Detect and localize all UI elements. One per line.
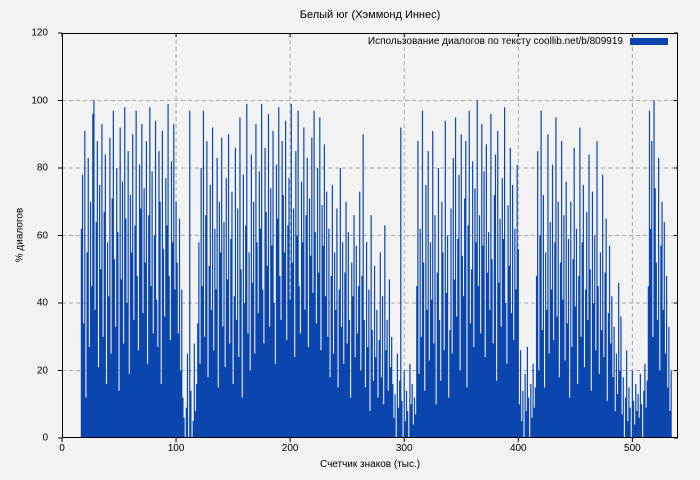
dialog-usage-series [80, 100, 672, 438]
x-axis-ticks: 0 100 200 300 400 500 [59, 443, 678, 457]
y-axis-label: % диалогов [14, 207, 26, 263]
y-tick-label: 20 [36, 365, 48, 376]
x-tick-label: 200 [281, 443, 299, 454]
y-axis-ticks: 0 20 40 60 80 100 120 [0, 28, 56, 444]
legend: Использование диалогов по тексту coollib… [368, 36, 668, 47]
legend-swatch-icon [630, 38, 668, 45]
y-tick-label: 100 [31, 95, 48, 106]
x-tick-label: 100 [167, 443, 185, 454]
legend-label: Использование диалогов по тексту coollib… [367, 36, 623, 47]
x-tick-label: 0 [59, 443, 65, 454]
y-tick-label: 40 [36, 297, 48, 309]
chart-title: Белый юг (Хэммонд Иннес) [299, 9, 441, 21]
x-axis-label: Счетчик знаков (тыс.) [319, 459, 421, 470]
plot-svg [58, 32, 678, 442]
y-tick-label: 60 [36, 230, 48, 241]
y-tick-label: 80 [36, 162, 48, 174]
x-tick-label: 400 [509, 443, 527, 454]
y-tick-label: 120 [31, 27, 48, 39]
y-tick-label: 0 [42, 432, 48, 444]
x-tick-label: 300 [395, 443, 413, 454]
x-tick-label: 500 [624, 443, 641, 454]
